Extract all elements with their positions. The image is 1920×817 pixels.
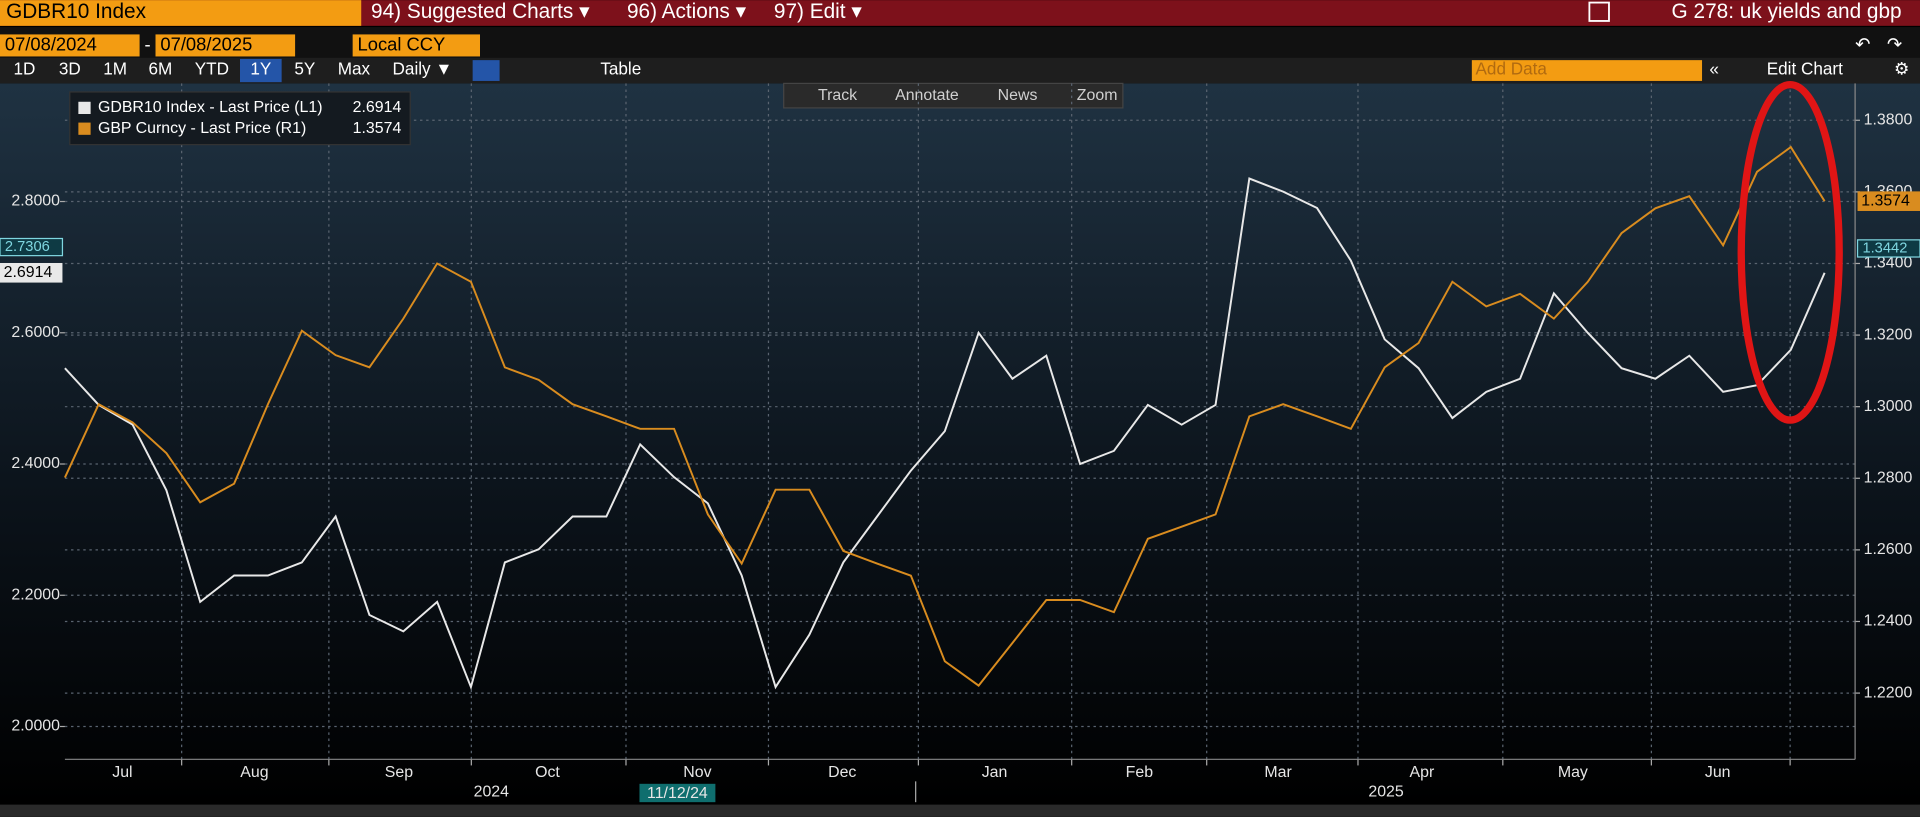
end-date[interactable]: 07/08/2025 [160,33,252,54]
x-tick-label: Dec [828,764,856,781]
edit-chart[interactable]: Edit Chart [1767,58,1843,78]
period-active [240,58,282,83]
legend-label: GBP Curncy - Last Price (R1) [98,120,306,137]
date-bar [0,27,1920,58]
date-box[interactable] [155,34,296,57]
axes: 2.0000 2.2000 2.4000 2.6000 2.8000 1.2200 1.24… [0,83,1920,803]
x-tick-label: Oct [535,764,560,781]
chart-tool[interactable]: Annotate [895,87,959,104]
marker-tag [1856,239,1920,258]
security-box[interactable] [0,0,362,26]
start-date[interactable]: 07/08/2024 [5,33,97,54]
add-data[interactable]: Add Data [1476,58,1548,78]
last-price-tag [1857,191,1920,211]
tool-group: Track Annotate News Zoom [818,87,1118,104]
y2-tick-label: 1.3400 [1864,255,1913,272]
y2-tick-label: 1.2200 [1864,684,1913,701]
launch-icon[interactable] [1588,1,1610,22]
bottom-strip [0,804,1920,817]
security[interactable]: GDBR10 Index [6,0,146,23]
menu[interactable]: 96) Actions ▾ [627,0,747,23]
legend-value: 2.6914 [353,99,402,116]
chart-background [0,83,1920,805]
x-tick-label: Jan [982,764,1008,781]
grid [64,83,1856,760]
x-tick-label: Apr [1410,764,1435,781]
date-separator: - [144,33,150,54]
period-button[interactable]: Max [338,58,371,78]
marker-label: 1.3442 [1862,240,1907,256]
chart-tool[interactable]: Track [818,87,857,104]
menu[interactable]: 94) Suggested Charts ▾ [371,0,590,23]
y-tick-label: 2.2000 [11,586,60,603]
legend: GDBR10 Index - Last Price (L1) 2.6914 GBP … [78,99,401,137]
undo-icon[interactable]: ↶ [1855,33,1870,54]
y2-tick-label: 1.2400 [1864,613,1913,630]
x-tick-label: Aug [240,764,268,781]
legend-swatch [78,101,91,115]
period-button[interactable]: 1D [14,58,36,78]
cursor-label: 11/12/24 [647,785,708,802]
chart-name: G 278: uk yields and gbp [1672,0,1902,23]
y2-tick-label: 1.3000 [1864,398,1913,415]
x-tick-label: Jul [112,764,132,781]
period-group: 1D 3D 1M 6M YTD 1Y 5Y Max [14,58,371,78]
line-icon[interactable] [472,60,500,81]
legend-value: 1.3574 [353,120,402,137]
series-line [64,177,1826,691]
redo-icon[interactable]: ↷ [1887,33,1902,54]
x-tick-label: Jun [1705,764,1731,781]
x-tick-label: Nov [683,764,711,781]
legend-box [69,91,411,146]
plot [64,145,1826,691]
y2-tick-label: 1.3200 [1864,326,1913,343]
frequency[interactable]: Daily ▼ [393,58,453,78]
x-tick-label: Feb [1126,764,1154,781]
period-button[interactable]: 1Y [250,58,272,78]
highlight-ellipse [1737,80,1843,424]
y-tick-label: 2.6000 [11,324,60,341]
collapse-icon[interactable]: « [1709,58,1719,78]
legend-label: GDBR10 Index - Last Price (L1) [98,99,323,116]
table-button[interactable]: Table [600,58,641,78]
period-button[interactable]: 5Y [294,58,316,78]
chart-tool[interactable]: News [998,87,1038,104]
x-tick-label: Sep [385,764,413,781]
y-tick-label: 2.8000 [11,193,60,210]
period-button[interactable]: 1M [103,58,127,78]
x-tick-label: May [1558,764,1588,781]
y2-tick-label: 1.2800 [1864,469,1913,486]
cursor-box [639,783,716,803]
y2-tick-label: 1.2600 [1864,541,1913,558]
marker-tag [0,237,64,257]
marker-label: 2.7306 [5,239,50,255]
year-label: 2024 [474,784,510,801]
currency-box[interactable] [352,34,480,57]
y-tick-label: 2.0000 [11,718,60,735]
series-line [64,145,1826,687]
date-box[interactable] [0,34,140,57]
last-price-tag [0,262,63,283]
settings-icon[interactable]: ⚙ [1894,58,1909,78]
x-tick-label: Mar [1264,764,1292,781]
currency[interactable]: Local CCY [358,33,446,54]
year-label: 2025 [1368,784,1404,801]
menu[interactable]: 97) Edit ▾ [774,0,862,23]
legend-swatch [78,122,91,135]
last-price-label: 1.3574 [1861,192,1910,209]
last-price-label: 2.6914 [4,264,53,281]
period-button[interactable]: 3D [59,58,81,78]
period-button[interactable]: 6M [149,58,173,78]
add-data-box[interactable] [1471,60,1703,81]
chart-tools [783,82,1124,109]
chart-tool[interactable]: Zoom [1077,87,1118,104]
y-tick-label: 2.4000 [11,455,60,472]
y2-tick-label: 1.3800 [1864,111,1913,128]
period-button[interactable]: YTD [195,58,229,78]
